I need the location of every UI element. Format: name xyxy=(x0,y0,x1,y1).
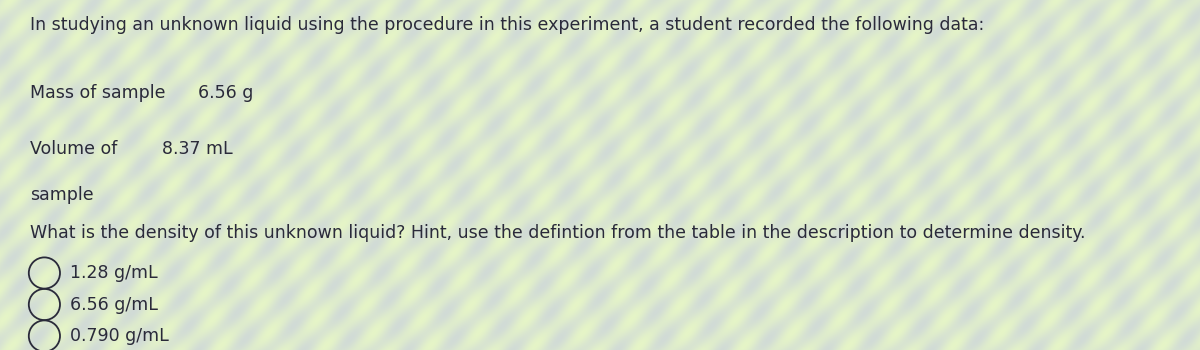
Text: In studying an unknown liquid using the procedure in this experiment, a student : In studying an unknown liquid using the … xyxy=(30,16,984,34)
Text: 0.790 g/mL: 0.790 g/mL xyxy=(70,327,168,345)
Text: sample: sample xyxy=(30,186,94,203)
Text: 8.37 mL: 8.37 mL xyxy=(162,140,233,158)
Text: 1.28 g/mL: 1.28 g/mL xyxy=(70,264,157,282)
Text: What is the density of this unknown liquid? Hint, use the defintion from the tab: What is the density of this unknown liqu… xyxy=(30,224,1086,242)
Text: Mass of sample: Mass of sample xyxy=(30,84,166,102)
Text: 6.56 g/mL: 6.56 g/mL xyxy=(70,296,157,314)
Text: 6.56 g: 6.56 g xyxy=(198,84,253,102)
Text: Volume of: Volume of xyxy=(30,140,118,158)
